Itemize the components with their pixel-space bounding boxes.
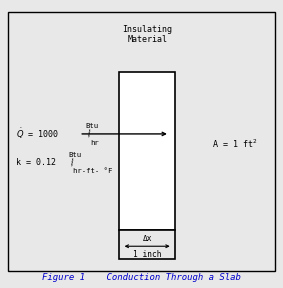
Bar xyxy=(119,72,175,230)
Text: 1 inch: 1 inch xyxy=(133,249,161,259)
Text: Figure 1    Conduction Through a Slab: Figure 1 Conduction Through a Slab xyxy=(42,273,241,283)
Text: /: / xyxy=(68,158,76,168)
Text: Insulating
Material: Insulating Material xyxy=(122,25,172,44)
Text: Btu: Btu xyxy=(85,123,98,129)
Text: Btu: Btu xyxy=(68,151,81,158)
Text: /: / xyxy=(85,129,93,139)
Text: A = 1 ft$^2$: A = 1 ft$^2$ xyxy=(212,138,258,150)
Text: hr: hr xyxy=(90,140,99,146)
Text: $\dot{Q}$ = 1000: $\dot{Q}$ = 1000 xyxy=(16,126,59,141)
Text: hr‑ft‑ °F: hr‑ft‑ °F xyxy=(73,168,112,175)
Bar xyxy=(119,230,175,259)
Text: Δx: Δx xyxy=(142,234,152,243)
Text: k = 0.12: k = 0.12 xyxy=(16,158,61,167)
